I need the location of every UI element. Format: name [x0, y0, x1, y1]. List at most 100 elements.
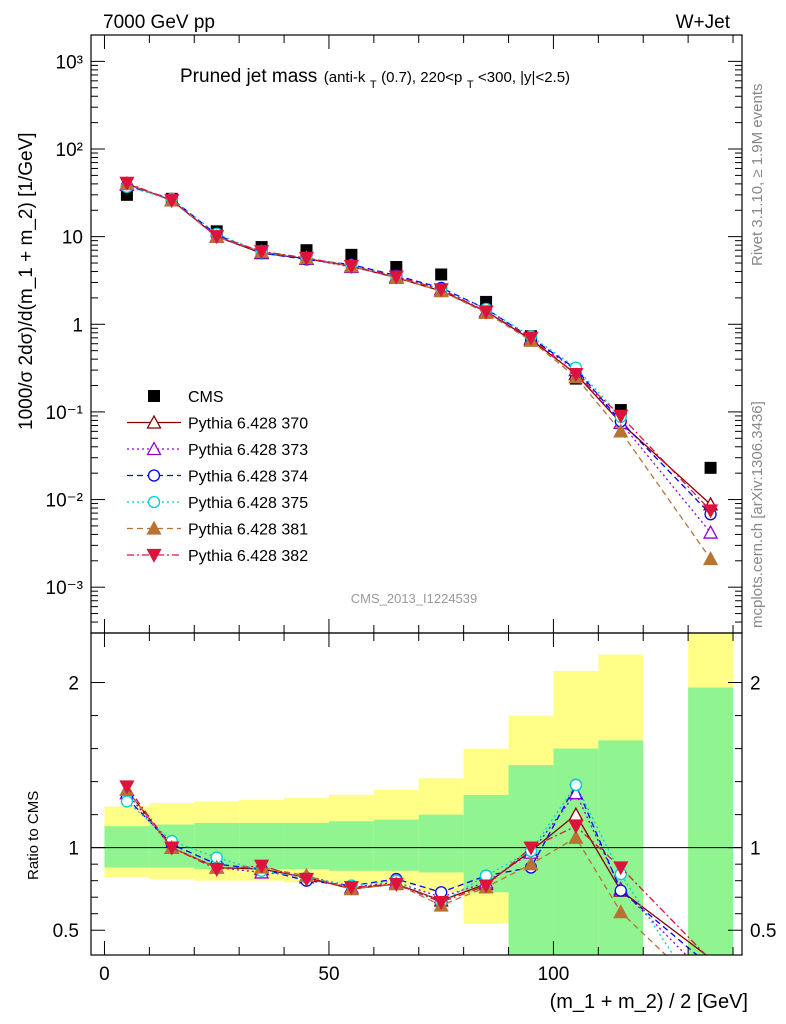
ratio-point-2-11 [614, 884, 627, 897]
legend-label-5: Pythia 6.428 381 [188, 522, 308, 539]
data-point-6-5 [343, 260, 359, 275]
ratio-point-4-11 [613, 904, 629, 919]
series-line-4 [126, 186, 622, 418]
ratio-point-5-2 [209, 862, 225, 877]
legend-label-2: Pythia 6.428 373 [188, 442, 308, 459]
legend-marker-0 [148, 390, 160, 402]
ratio-y-tick-label-right: 2 [750, 674, 761, 695]
legend-marker-2 [146, 441, 162, 456]
y-tick-label: 10³ [56, 52, 83, 73]
ratio-y-tick-label: 1 [68, 839, 79, 860]
plot-title: Pruned jet mass (anti-k T (0.7), 220<p T… [180, 66, 570, 92]
data-point-6-2 [209, 230, 225, 245]
x-tick-label: 50 [318, 964, 339, 985]
ratio-point-4-9 [523, 856, 539, 871]
main-frame [90, 34, 743, 634]
title-cut-sub2: T [467, 79, 474, 91]
data-point-6-6 [388, 270, 404, 285]
ratio-ylabel: Ratio to CMS [25, 791, 42, 880]
analysis-watermark: CMS_2013_I1224539 [351, 591, 478, 606]
ratio-point-3-10 [569, 778, 583, 792]
data-point-5-11 [613, 423, 629, 438]
ratio-point-5-10 [568, 820, 584, 835]
title-cut-mid: (0.7), 220<p [381, 69, 462, 86]
rivet-label: Rivet 3.1.10, ≥ 1.9M events [749, 84, 766, 267]
y-tick-label: 10⁻³ [46, 578, 84, 599]
band-green-0 [104, 826, 150, 868]
x-tick-label: 0 [99, 964, 110, 985]
y-tick-label: 10⁻² [46, 491, 84, 512]
main-ylabel: 1000/σ 2dσ)/d(m_1 + m_2) [1/GeV] [16, 132, 37, 430]
ratio-point-5-0 [119, 780, 135, 795]
y-tick-label: 10 [62, 228, 83, 249]
data-point-2-12 [702, 524, 719, 539]
title-cut-suffix: <300, |y|<2.5) [478, 69, 570, 86]
legend-marker-4 [147, 495, 161, 509]
legend-marker-3 [147, 469, 161, 482]
ratio-point-5-4 [298, 872, 315, 887]
ratio-y-tick-label-right: 1 [750, 839, 761, 860]
ratio-point-5-9 [523, 841, 539, 856]
band-green-7 [418, 814, 464, 873]
ratio-point-5-7 [433, 896, 449, 911]
band-green-4 [284, 822, 329, 870]
ratio-y-tick-label: 2 [68, 674, 79, 695]
ratio-point-1-10 [568, 785, 584, 800]
ratio-point-5-3 [254, 859, 270, 874]
data-point-0-5 [345, 248, 358, 261]
band-green-13 [688, 687, 734, 955]
y-tick-label: 1 [72, 315, 83, 336]
data-point-6-1 [164, 194, 180, 209]
ratio-point-4-10 [568, 829, 584, 844]
data-point-6-11 [613, 409, 629, 424]
data-point-6-10 [568, 367, 584, 382]
data-point-0-12 [704, 461, 717, 474]
y-tick-label: 10⁻¹ [46, 403, 84, 424]
y-tick-label: 10² [56, 140, 83, 161]
data-point-6-9 [523, 331, 539, 346]
data-point-0-6 [390, 261, 403, 274]
data-point-6-7 [433, 283, 449, 298]
legend-marker-1 [146, 414, 162, 429]
ratio-panel-series [119, 778, 708, 955]
legend-label-0: CMS [188, 389, 224, 406]
ratio-y-tick-label: 0.5 [53, 921, 79, 942]
mcplots-label: mcplots.cern.ch [arXiv:1306.3436] [749, 401, 766, 628]
ratio-series-5 [119, 780, 707, 955]
data-point-5-12 [702, 551, 719, 566]
ratio-frame [90, 632, 743, 956]
ratio-point-5-5 [343, 881, 359, 896]
title-main: Pruned jet mass [180, 66, 317, 87]
main-panel-series [119, 176, 719, 566]
x-axis-label: (m_1 + m_2) / 2 [GeV] [550, 991, 748, 1013]
band-green-6 [373, 819, 419, 871]
data-point-6-3 [254, 245, 270, 260]
legend: CMS Pythia 6.428 370 Pythia 6.428 373 Pythi… [127, 389, 308, 565]
axes-and-ticks: 0 50 100 10⁻³ 10⁻² 10⁻¹ 1 10 10² 10³ 0.5 0.5 1 1 2 2 [46, 34, 776, 985]
ratio-point-5-8 [478, 879, 494, 894]
legend-label-4: Pythia 6.428 375 [188, 495, 308, 512]
legend-label-3: Pythia 6.428 374 [188, 469, 308, 486]
data-point-0-7 [435, 268, 448, 281]
series-4 [120, 180, 627, 423]
legend-marker-6 [146, 548, 162, 563]
legend-marker-5 [146, 520, 162, 535]
band-green-5 [328, 821, 374, 871]
process-label: W+Jet [676, 12, 731, 33]
series-1 [119, 176, 719, 511]
data-point-6-12 [702, 504, 719, 519]
legend-label-1: Pythia 6.428 370 [188, 416, 308, 433]
data-point-6-4 [298, 251, 315, 266]
data-point-6-8 [478, 305, 494, 320]
legend-label-6: Pythia 6.428 382 [188, 548, 308, 565]
title-cut-sub1: T [370, 79, 377, 91]
x-tick-label: 100 [538, 964, 570, 985]
energy-label: 7000 GeV pp [103, 12, 215, 33]
data-point-6-0 [119, 176, 135, 191]
ratio-point-5-6 [388, 877, 404, 892]
ratio-point-3-0 [120, 795, 134, 808]
ratio-y-tick-label-right: 0.5 [750, 921, 776, 942]
data-point-0-0 [120, 188, 133, 201]
ratio-point-5-11 [613, 861, 629, 876]
